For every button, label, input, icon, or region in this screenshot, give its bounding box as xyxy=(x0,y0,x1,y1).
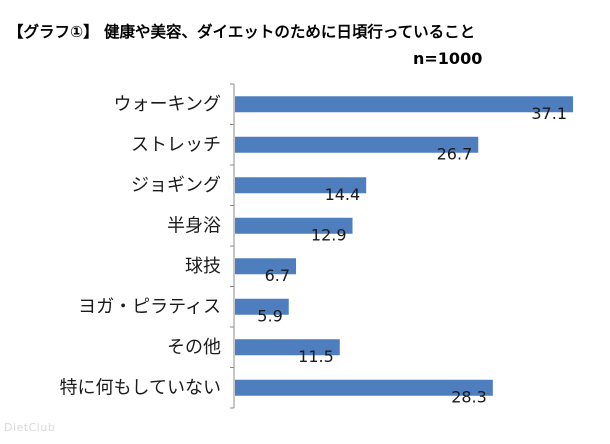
category-labels: ウォーキングストレッチジョギング半身浴球技ヨガ・ピラティスその他特に何もしていな… xyxy=(60,94,221,399)
sample-size-label: n=1000 xyxy=(413,49,482,68)
value-labels: 37.1 26.7 14.4 12.9 6.7 5.9 11.5 28.3 xyxy=(257,104,567,407)
category-label: ウォーキング xyxy=(114,94,221,115)
y-axis-ticks xyxy=(230,83,234,409)
value-label: 6.7 xyxy=(265,266,290,285)
value-label: 11.5 xyxy=(298,347,334,366)
bar xyxy=(235,339,340,356)
value-label: 12.9 xyxy=(311,225,347,244)
bar xyxy=(235,96,573,113)
bar xyxy=(235,136,479,153)
value-label: 5.9 xyxy=(257,306,282,325)
bar xyxy=(235,177,367,194)
category-label: 特に何もしていない xyxy=(60,377,221,398)
category-label: ヨガ・ピラティス xyxy=(78,296,221,317)
bar xyxy=(235,379,493,396)
category-label: 球技 xyxy=(185,256,221,277)
value-label: 14.4 xyxy=(325,185,361,204)
value-label: 37.1 xyxy=(531,104,567,123)
category-label: 半身浴 xyxy=(167,215,221,236)
bar-series xyxy=(235,96,573,396)
chart-title: 【グラフ①】 健康や美容、ダイエットのために日頃行っていること xyxy=(8,22,475,41)
bar xyxy=(235,298,289,315)
value-label: 26.7 xyxy=(437,144,473,163)
category-label: ストレッチ xyxy=(131,134,221,155)
bar xyxy=(235,217,353,234)
category-label: その他 xyxy=(167,337,221,358)
value-label: 28.3 xyxy=(451,387,487,406)
bar xyxy=(235,258,297,275)
watermark-text: DietClub xyxy=(4,421,56,434)
category-label: ジョギング xyxy=(131,175,221,196)
